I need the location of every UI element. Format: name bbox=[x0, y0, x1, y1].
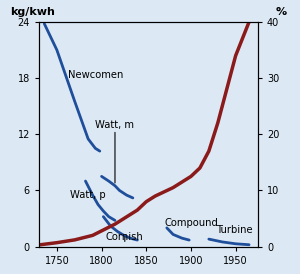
Text: %: % bbox=[275, 7, 286, 18]
Text: Newcomen: Newcomen bbox=[68, 70, 123, 80]
Text: Turbine: Turbine bbox=[216, 225, 253, 235]
Text: kg/kwh: kg/kwh bbox=[11, 7, 56, 18]
Text: Cornish: Cornish bbox=[105, 232, 143, 242]
Text: Compound: Compound bbox=[164, 218, 218, 228]
Text: Watt, m: Watt, m bbox=[95, 119, 134, 183]
Text: Watt, p: Watt, p bbox=[70, 190, 106, 200]
